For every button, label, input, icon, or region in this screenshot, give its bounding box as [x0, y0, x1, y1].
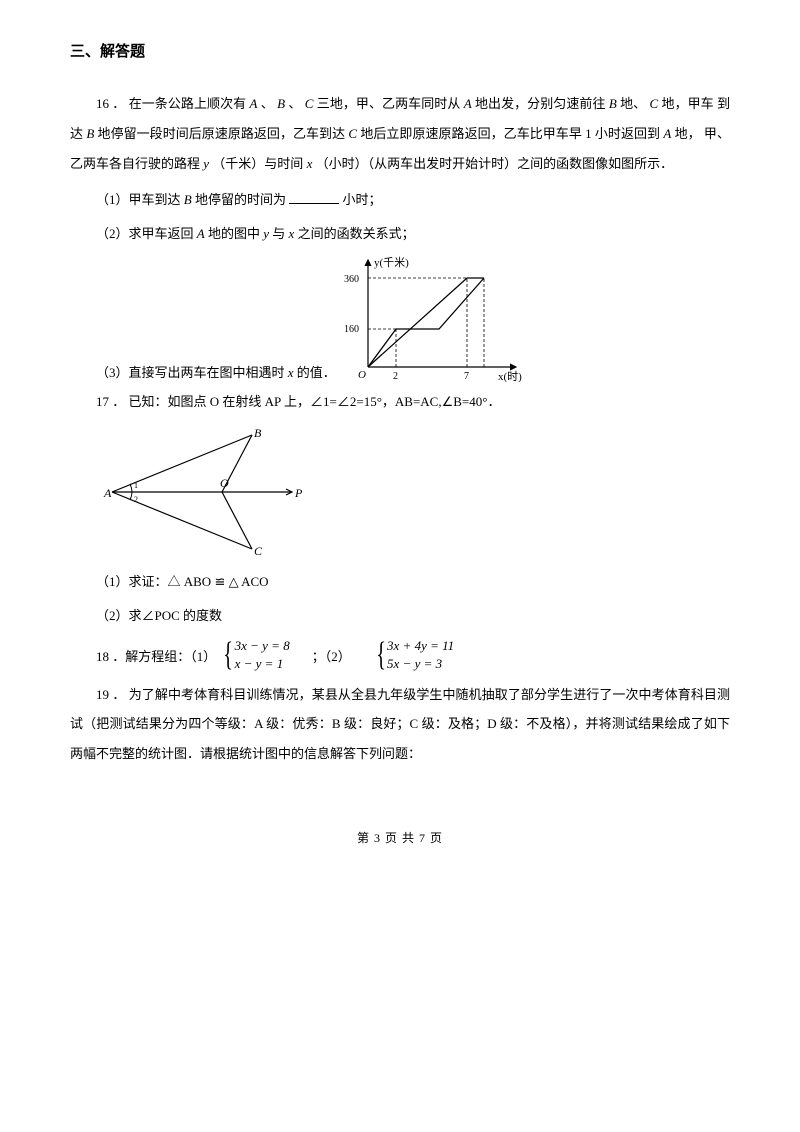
q16-text: 在一条公路上顺次有 — [129, 96, 247, 111]
problem-16: 16 ． 在一条公路上顺次有 A 、 B 、 C 三地，甲、乙两车同时从 A 地… — [70, 89, 730, 179]
eq2-top: 3x + 4y = 11 — [387, 637, 454, 655]
label-C: C — [254, 544, 263, 557]
eq1-top: 3x − y = 8 — [235, 637, 290, 655]
q16-text: 地， — [675, 126, 701, 141]
problem-17: 17 ． 已知：如图点 O 在射线 AP 上，∠1=∠2=15°，AB=AC,∠… — [70, 387, 730, 417]
q18-mid: ；（2） — [312, 646, 351, 665]
var-A: A — [663, 126, 671, 141]
y-axis-label: y(千米) — [374, 256, 409, 269]
q16-sub2: （2）求甲车返回 A 地的图中 y 与 x 之间的函数关系式； — [70, 219, 730, 249]
q16-sub3: （3）直接写出两车在图中相遇时 x 的值． — [70, 358, 336, 388]
q17-body: 已知：如图点 O 在射线 AP 上，∠1=∠2=15°，AB=AC,∠B=40°… — [129, 394, 501, 409]
page-footer: 第 3 页 共 7 页 — [70, 829, 730, 846]
label-O: O — [220, 476, 229, 490]
ytick-160: 160 — [344, 324, 359, 335]
var-B: B — [277, 96, 285, 111]
q16-num: 16 ． — [96, 96, 125, 111]
origin-label: O — [358, 369, 366, 381]
q17-sub2: （2）求∠POC 的度数 — [70, 601, 730, 631]
var-C: C — [650, 96, 659, 111]
q16-text: （小时）（从两车出发时开始计时）之间的函数图像如图所示． — [316, 156, 674, 171]
q16-text: 、 — [261, 96, 274, 111]
xtick-2: 2 — [393, 371, 398, 382]
q16-s3b: 的值． — [297, 365, 336, 380]
var-A: A — [197, 226, 205, 241]
geometry-figure: A B C O P 1 2 — [102, 427, 312, 557]
q16-s1a: （1）甲车到达 — [96, 192, 181, 207]
q16-s2d: 之间的函数关系式； — [298, 226, 415, 241]
q16-text: 地出发，分别匀速前往 — [475, 96, 606, 111]
x-axis-label: x(时) — [498, 370, 522, 383]
equation-system-1: { 3x − y = 8 x − y = 1 — [220, 637, 289, 673]
eq1-bot: x − y = 1 — [235, 655, 290, 673]
q16-s2b: 地的图中 — [208, 226, 260, 241]
var-x: x — [288, 365, 294, 380]
q19-body: 为了解中考体育科目训练情况，某县从全县九年级学生中随机抽取了部分学生进行了一次中… — [70, 687, 730, 762]
line-chart: y(千米) x(时) O 360 160 2 7 — [336, 252, 526, 387]
q16-text: 地，甲车 — [662, 96, 714, 111]
q16-text: （千米）与时间 — [212, 156, 303, 171]
var-C: C — [305, 96, 314, 111]
q16-text: 、 — [288, 96, 301, 111]
label-P: P — [294, 486, 303, 500]
label-B: B — [254, 427, 262, 440]
ytick-360: 360 — [344, 274, 359, 285]
eq2-bot: 5x − y = 3 — [387, 655, 454, 673]
fill-blank — [289, 191, 339, 204]
problem-18: 18 ．解方程组：（1） { 3x − y = 8 x − y = 1 ；（2）… — [70, 637, 730, 673]
xtick-7: 7 — [464, 371, 469, 382]
q16-s2c: 与 — [272, 226, 285, 241]
q18-num: 18 ． — [96, 649, 125, 664]
q16-text: 地后立即原速原路返回，乙车比甲车早 1 小时返回到 — [360, 126, 660, 141]
section-title: 三、解答题 — [70, 40, 730, 61]
angle-1: 1 — [134, 481, 138, 490]
var-B: B — [609, 96, 617, 111]
label-A: A — [103, 486, 112, 500]
q17-num: 17 ． — [96, 394, 125, 409]
q16-text: 三地，甲、乙两车同时从 — [317, 96, 461, 111]
q16-s1b: 地停留的时间为 — [195, 192, 286, 207]
var-x: x — [289, 226, 295, 241]
q17-sub1: （1）求证：△ ABO ≌ △ ACO — [70, 567, 730, 597]
var-y: y — [203, 156, 209, 171]
var-x: x — [307, 156, 313, 171]
q16-text: 地、 — [620, 96, 646, 111]
problem-19: 19 ． 为了解中考体育科目训练情况，某县从全县九年级学生中随机抽取了部分学生进… — [70, 680, 730, 770]
q16-s3a: （3）直接写出两车在图中相遇时 — [96, 365, 285, 380]
q16-s1c: 小时； — [342, 192, 381, 207]
q19-num: 19 ． — [96, 687, 125, 702]
var-B: B — [86, 126, 94, 141]
q16-text: 地停留一段时间后原速原路返回，乙车到达 — [98, 126, 346, 141]
q16-sub1: （1）甲车到达 B 地停留的时间为 小时； — [70, 185, 730, 215]
var-C: C — [348, 126, 357, 141]
var-y: y — [263, 226, 269, 241]
q16-s2a: （2）求甲车返回 — [96, 226, 194, 241]
equation-system-2: { 3x + 4y = 11 5x − y = 3 — [373, 637, 454, 673]
var-A: A — [250, 96, 258, 111]
var-A: A — [464, 96, 472, 111]
q18-lead: 解方程组：（1） — [125, 649, 216, 664]
angle-2: 2 — [134, 495, 138, 504]
var-B: B — [184, 192, 192, 207]
